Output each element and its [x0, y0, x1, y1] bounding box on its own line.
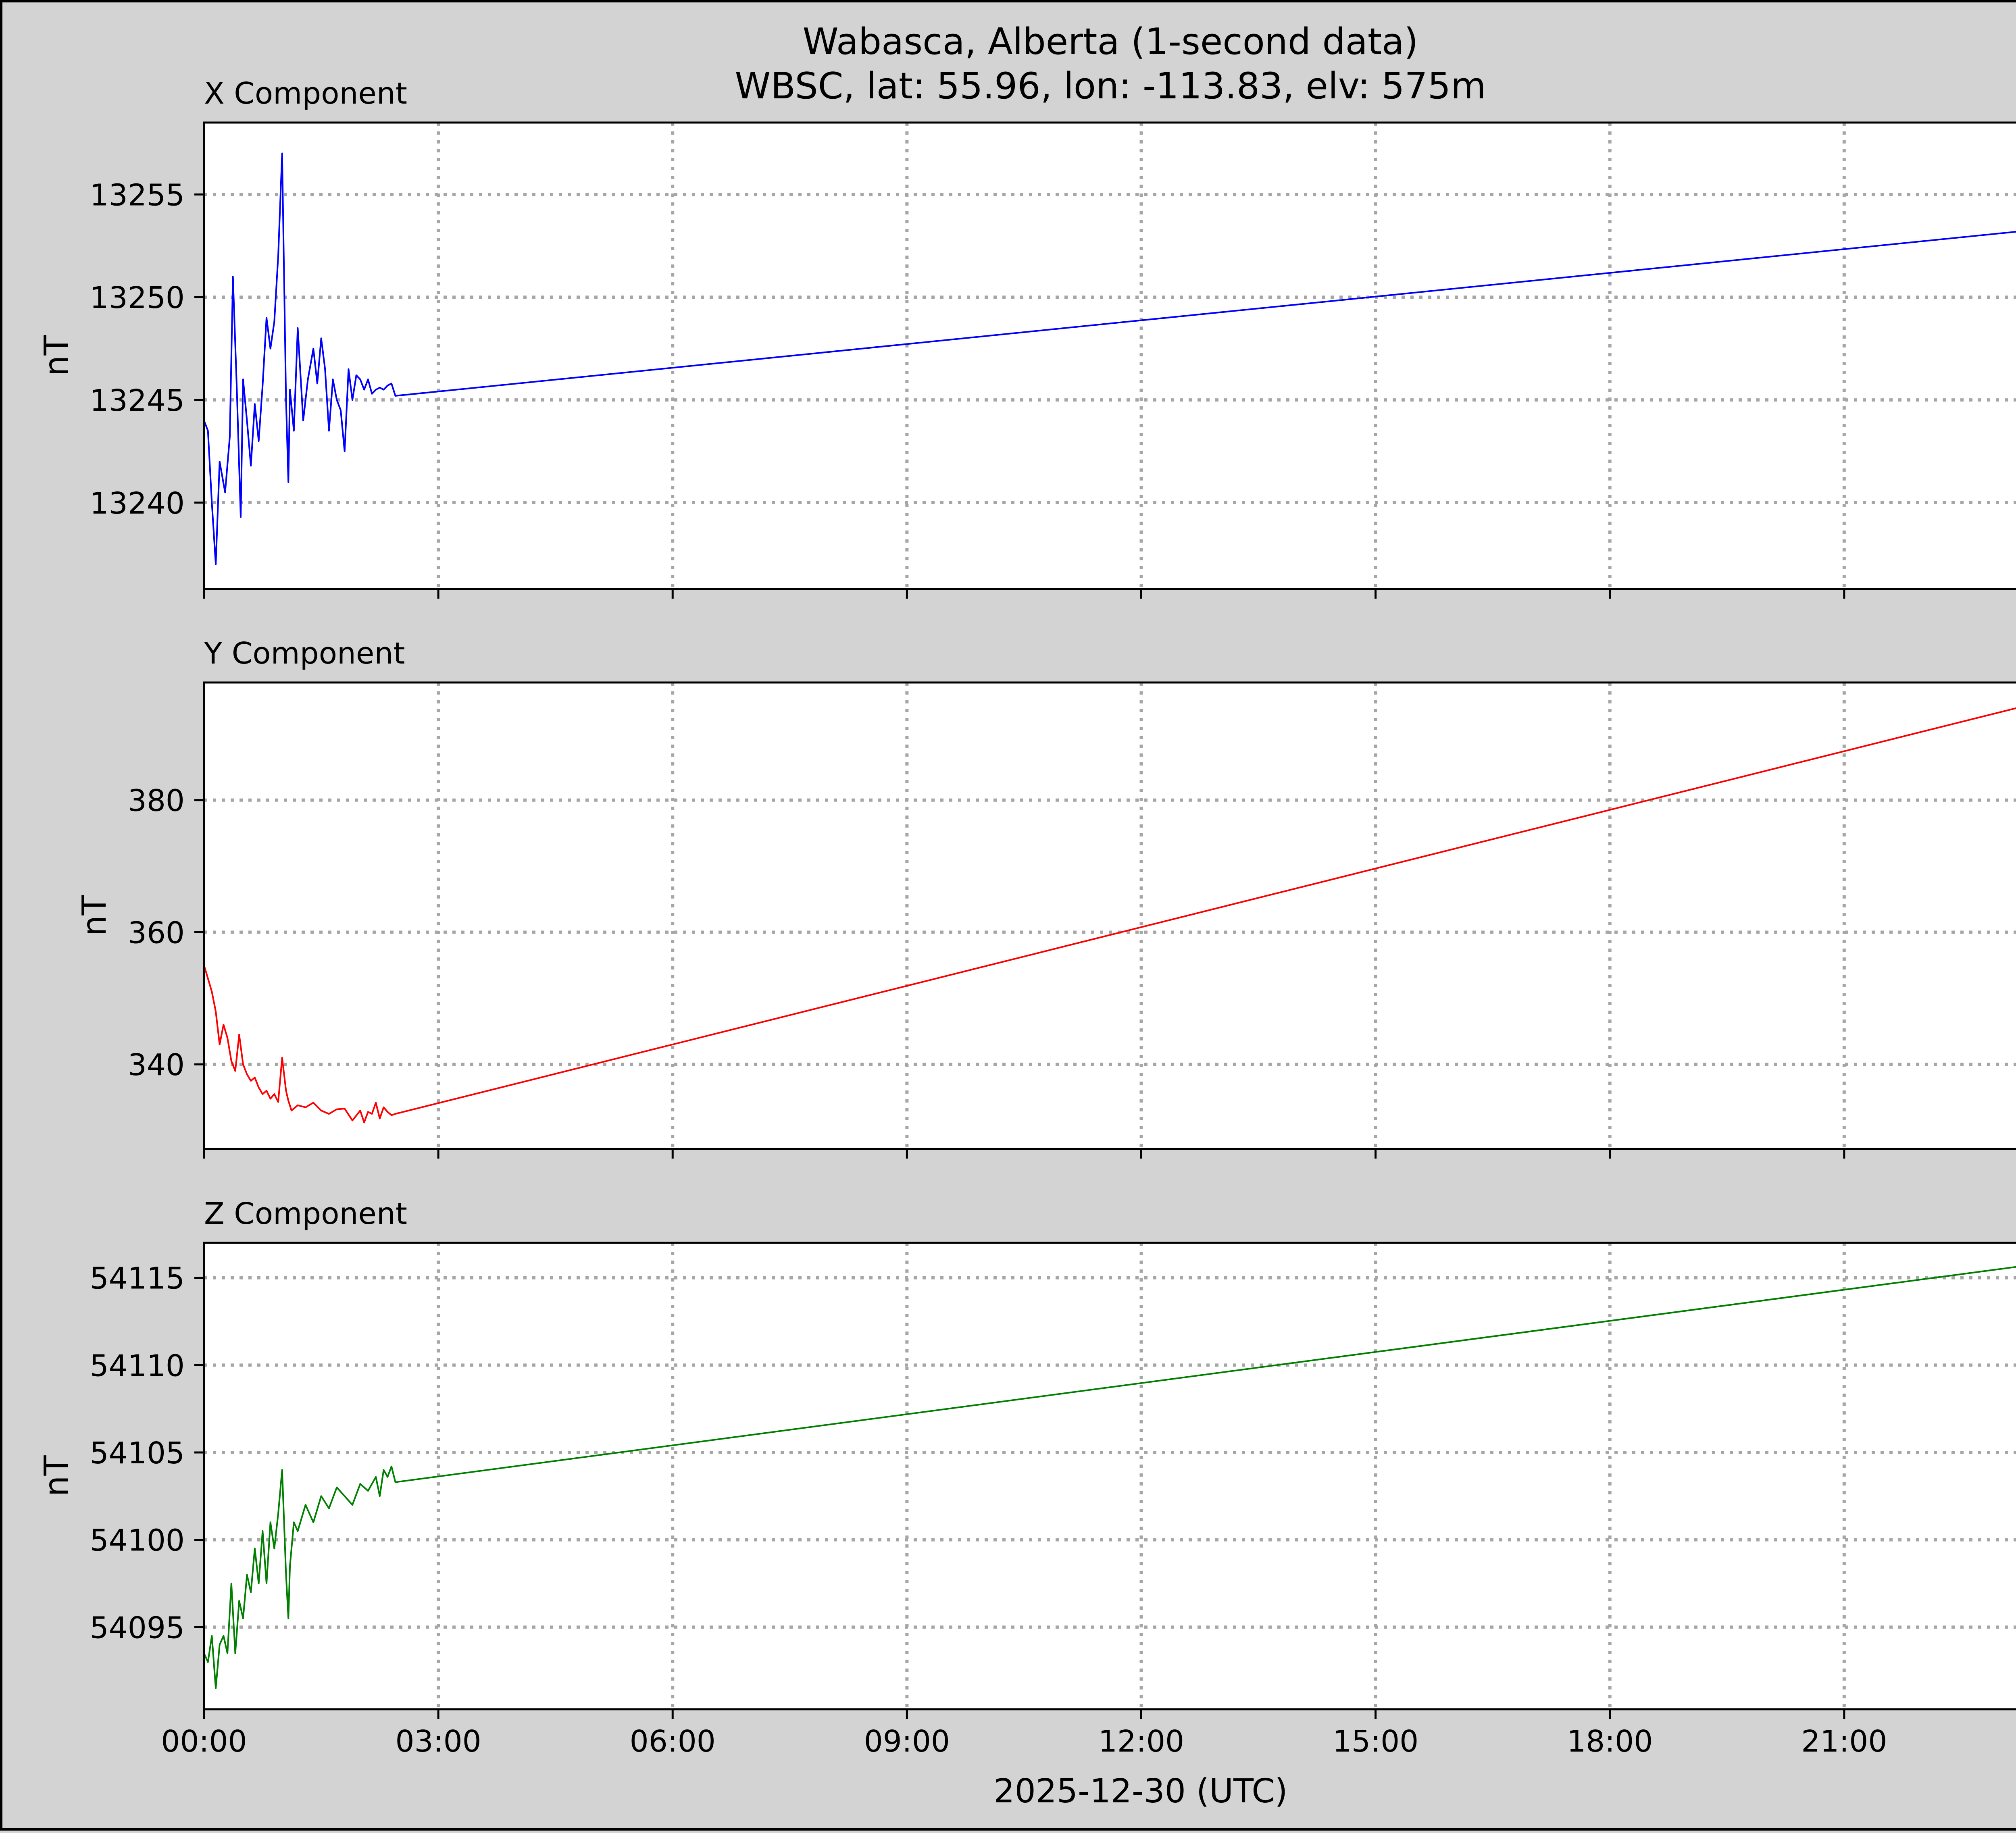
- y-axis-label: nT: [75, 895, 114, 936]
- plot-area: [204, 682, 2016, 1149]
- plot-frame: [203, 681, 2016, 1150]
- x-tick-label: 18:00: [1567, 1724, 1653, 1759]
- panel-3: Z Component 00:00 03:00 06:00 09:00 12:00 15:0…: [37, 1196, 2016, 1759]
- plot-frame: [203, 121, 2016, 590]
- chart-subtitle: WBSC, lat: 55.96, lon: -113.83, elv: 575…: [735, 65, 1486, 107]
- x-tick-label: 00:00: [161, 1724, 247, 1759]
- y-tick-label: 13250: [90, 281, 185, 315]
- y-tick-label: 54100: [90, 1523, 185, 1558]
- x-axis-label: 2025-12-30 (UTC): [993, 1772, 1287, 1810]
- y-tick-label: 13245: [90, 383, 185, 418]
- panel-2: Y Component 340 360 380 nT: [75, 636, 2016, 1159]
- x-tick-label: 09:00: [864, 1724, 950, 1759]
- plot-area: [204, 1243, 2016, 1709]
- panel-title: Z Component: [204, 1196, 407, 1231]
- y-tick-label: 13255: [90, 178, 185, 212]
- panel-1: X Component 13240 13245 13250 13255 nT: [37, 76, 2016, 599]
- plot-area: [204, 123, 2016, 589]
- x-tick-label: 06:00: [630, 1724, 716, 1759]
- y-tick-label: 54095: [90, 1610, 185, 1645]
- series-line: [203, 1266, 2016, 1689]
- y-axis-label: nT: [37, 335, 76, 377]
- x-tick-label: 03:00: [395, 1724, 481, 1759]
- panel-title: Y Component: [204, 636, 405, 671]
- y-tick-label: 54115: [90, 1261, 185, 1296]
- y-tick-label: 54110: [90, 1348, 185, 1383]
- panel-title: X Component: [204, 76, 407, 111]
- y-tick-label: 54105: [90, 1436, 185, 1471]
- series-line: [203, 707, 2016, 1124]
- y-tick-label: 360: [128, 915, 185, 950]
- series-line: [203, 152, 2016, 565]
- x-tick-label: 12:00: [1098, 1724, 1184, 1759]
- y-tick-label: 340: [128, 1048, 185, 1082]
- x-tick-label: 21:00: [1801, 1724, 1887, 1759]
- x-tick-label: 15:00: [1333, 1724, 1418, 1759]
- plot-frame: [203, 1242, 2016, 1710]
- y-tick-label: 380: [128, 784, 185, 818]
- chart-title: Wabasca, Alberta (1-second data): [803, 21, 1418, 63]
- y-tick-label: 13240: [90, 486, 185, 521]
- y-axis-label: nT: [37, 1455, 76, 1497]
